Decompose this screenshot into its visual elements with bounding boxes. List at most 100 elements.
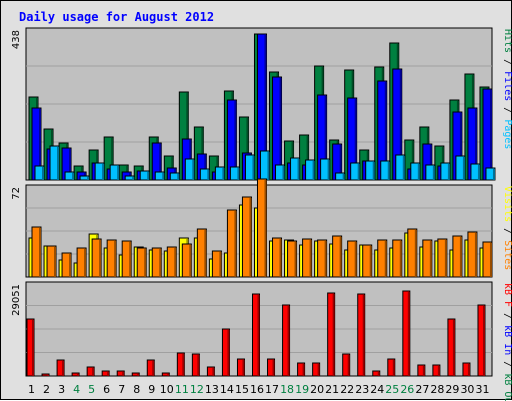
x-tick-label: 26 bbox=[400, 383, 414, 396]
x-tick-label: 19 bbox=[295, 383, 309, 396]
bottom-bar-shadow bbox=[47, 375, 50, 376]
top-bar-shadow bbox=[252, 156, 255, 180]
middle-bar-shadow bbox=[264, 180, 267, 277]
middle-bar-shadow bbox=[54, 247, 57, 277]
top-bar-shadow bbox=[147, 172, 150, 180]
top-bar-shadow bbox=[459, 113, 462, 180]
bottom-bar-shadow bbox=[377, 372, 380, 376]
top-bar-shadow bbox=[429, 145, 432, 180]
top-bar-shadow bbox=[489, 90, 492, 180]
bottom-bar-shadow bbox=[92, 368, 95, 376]
top-legend-entry: / bbox=[502, 101, 512, 119]
middle-legend-entry: Sites bbox=[502, 240, 512, 270]
middle-bar-shadow bbox=[459, 237, 462, 277]
middle-bar-shadow bbox=[219, 252, 222, 277]
top-bar-shadow bbox=[342, 174, 345, 180]
middle-bar-shadow bbox=[99, 240, 102, 277]
top-bar-shadow bbox=[327, 160, 330, 180]
x-tick-label: 9 bbox=[148, 383, 155, 396]
x-tick-label: 1 bbox=[28, 383, 35, 396]
x-tick-label: 2 bbox=[43, 383, 50, 396]
middle-bar-shadow bbox=[294, 242, 297, 277]
top-bar-shadow bbox=[39, 109, 41, 180]
bottom-bar-shadow bbox=[272, 360, 275, 376]
bottom-max-label: 29051 bbox=[11, 284, 22, 316]
bottom-panel: 29051 kB F / kB In / kB Out bbox=[11, 281, 512, 401]
x-tick-label: 14 bbox=[220, 383, 234, 396]
bottom-legend-entry: / bbox=[502, 307, 512, 325]
top-bar-shadow bbox=[402, 156, 405, 180]
middle-bar-shadow bbox=[324, 241, 327, 277]
middle-bar-shadow bbox=[234, 211, 237, 277]
top-bar-shadow bbox=[69, 149, 72, 180]
middle-bar-shadow bbox=[144, 249, 147, 277]
chart-title: Daily usage for August 2012 bbox=[19, 10, 214, 24]
bottom-bar-shadow bbox=[467, 364, 470, 376]
top-bar-shadow bbox=[492, 169, 495, 180]
bottom-legend-entry: / bbox=[502, 355, 512, 373]
bottom-bar-shadow bbox=[137, 374, 140, 376]
bottom-bar-shadow bbox=[167, 374, 170, 376]
bottom-bar-shadow bbox=[242, 360, 245, 376]
bottom-bar-shadow bbox=[482, 306, 485, 376]
x-tick-label: 12 bbox=[190, 383, 204, 396]
top-bar-shadow bbox=[354, 99, 357, 180]
middle-bar-shadow bbox=[309, 240, 312, 277]
x-tick-label: 7 bbox=[118, 383, 125, 396]
top-bar-shadow bbox=[234, 101, 237, 180]
x-tick-label: 3 bbox=[58, 383, 65, 396]
bottom-bar-shadow bbox=[62, 361, 65, 376]
top-bar-shadow bbox=[384, 82, 387, 180]
middle-bar-shadow bbox=[429, 241, 432, 277]
middle-legend-entry: Visits bbox=[502, 186, 512, 222]
bottom-bar-shadow bbox=[122, 372, 125, 376]
x-tick-label: 27 bbox=[415, 383, 429, 396]
top-bar-shadow bbox=[411, 141, 414, 180]
bottom-bar-shadow bbox=[227, 330, 230, 376]
bottom-bar-shadow bbox=[332, 294, 335, 376]
top-bar-shadow bbox=[132, 177, 135, 180]
top-bar-shadow bbox=[177, 174, 180, 180]
top-bar-shadow bbox=[297, 159, 300, 180]
top-bar-shadow bbox=[279, 78, 282, 180]
top-legend-entry: Files bbox=[502, 71, 512, 101]
x-tick-label: 4 bbox=[73, 383, 80, 396]
top-bar-shadow bbox=[357, 164, 360, 180]
top-max-label: 438 bbox=[11, 30, 22, 49]
top-bar-shadow bbox=[237, 168, 240, 180]
top-panel: 438 Hits / Files / Pages bbox=[11, 27, 512, 181]
top-bar-shadow bbox=[474, 109, 477, 180]
top-bar-shadow bbox=[159, 144, 162, 180]
middle-bar-shadow bbox=[279, 239, 282, 277]
middle-bar-shadow bbox=[189, 245, 192, 277]
top-bar-shadow bbox=[222, 168, 225, 180]
middle-bar-shadow bbox=[84, 249, 87, 277]
top-bar-shadow bbox=[72, 173, 75, 180]
top-bar-shadow bbox=[312, 161, 315, 180]
bottom-bar-shadow bbox=[407, 292, 410, 376]
x-tick-label: 13 bbox=[205, 383, 219, 396]
bottom-bar-shadow bbox=[257, 295, 260, 376]
top-bar-shadow bbox=[87, 177, 90, 180]
bottom-bar-shadow bbox=[302, 364, 305, 376]
middle-bar-shadow bbox=[339, 237, 342, 277]
top-bar-shadow bbox=[372, 162, 375, 180]
x-tick-label: 29 bbox=[445, 383, 459, 396]
top-bar-shadow bbox=[246, 118, 249, 180]
x-tick-label: 6 bbox=[103, 383, 110, 396]
middle-bar-shadow bbox=[474, 233, 477, 277]
top-bar-shadow bbox=[207, 170, 210, 180]
middle-bar-shadow bbox=[414, 230, 417, 277]
x-tick-label: 21 bbox=[325, 383, 339, 396]
bottom-bar-shadow bbox=[107, 372, 110, 376]
top-legend-entry: / bbox=[502, 53, 512, 71]
bottom-legend-entry: kB Out bbox=[502, 373, 512, 401]
x-tick-label: 16 bbox=[250, 383, 264, 396]
x-tick-label: 17 bbox=[265, 383, 279, 396]
middle-bar-shadow bbox=[204, 230, 207, 277]
top-bar-shadow bbox=[399, 70, 402, 180]
middle-max-label: 72 bbox=[11, 187, 22, 200]
bottom-bar-shadow bbox=[152, 361, 155, 376]
top-bar-shadow bbox=[162, 173, 165, 180]
